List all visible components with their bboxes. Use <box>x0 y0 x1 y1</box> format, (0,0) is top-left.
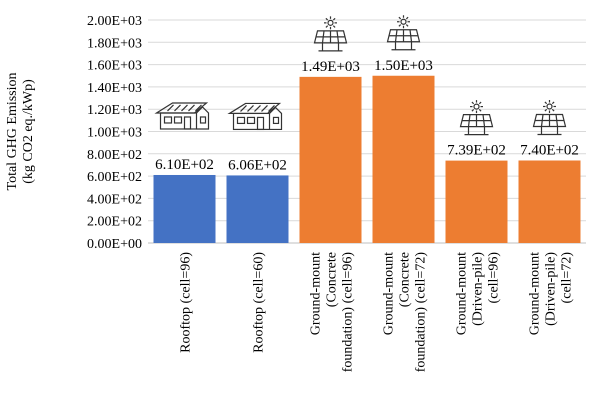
y-tick-label: 1.00E+03 <box>87 126 142 141</box>
y-axis-ticks: 0.00E+00 2.00E+02 4.00E+02 6.00E+02 8.00E+02… <box>87 14 142 252</box>
x-category-label-line: (cell=72) <box>560 252 575 304</box>
bar-value-label: 7.39E+02 <box>447 143 506 159</box>
x-category-label-line: foundation) (cell=96) <box>341 252 356 373</box>
solar-panel-icon <box>313 16 348 52</box>
bar-value-label: 7.40E+02 <box>520 142 579 158</box>
solar-panel-icon <box>532 99 567 136</box>
y-tick-label: 0.00E+00 <box>87 237 142 252</box>
x-category-label-line: (cell=96) <box>487 252 502 304</box>
bar <box>299 76 362 244</box>
x-category-label-line: Rooftop (cell=96) <box>179 252 194 353</box>
x-axis-category-labels: Rooftop (cell=96) Rooftop (cell=60) Ground… <box>179 252 575 373</box>
bar-value-label: 1.49E+03 <box>301 59 360 75</box>
solar-panel-icon <box>386 15 421 51</box>
y-axis-title-line: (kg CO2 eq./kWp) <box>21 79 36 184</box>
bar <box>445 160 508 243</box>
x-category-label-line: Ground-mount <box>382 252 397 335</box>
bar <box>372 75 435 243</box>
y-axis-title-line: Total GHG Emission <box>5 72 20 190</box>
y-tick-label: 2.00E+03 <box>87 14 142 29</box>
bar <box>226 175 289 243</box>
y-tick-label: 6.00E+02 <box>87 170 142 185</box>
bar-icons <box>154 15 567 136</box>
data-labels: 6.10E+02 6.06E+02 1.49E+03 1.50E+03 7.39E+02… <box>155 58 579 174</box>
bar-value-label: 6.06E+02 <box>228 157 287 173</box>
y-tick-label: 1.60E+03 <box>87 59 142 74</box>
house-icon <box>154 102 210 130</box>
house-icon <box>227 102 283 131</box>
y-tick-label: 1.20E+03 <box>87 103 142 118</box>
x-category-label-line: (Concrete <box>398 252 413 307</box>
bar <box>153 174 216 243</box>
y-tick-label: 2.00E+02 <box>87 215 142 230</box>
x-category-label-line: foundation) (cell=72) <box>414 252 429 373</box>
y-tick-label: 1.40E+03 <box>87 81 142 96</box>
x-category-label-line: (Driven-pile) <box>471 252 486 326</box>
y-axis-label: Total GHG Emission (kg CO2 eq./kWp) <box>5 72 36 190</box>
x-category-label-line: Ground-mount <box>528 252 543 335</box>
solar-panel-icon <box>459 100 494 136</box>
bar <box>518 160 581 243</box>
y-tick-label: 8.00E+02 <box>87 148 142 163</box>
x-category-label-line: Ground-mount <box>309 252 324 335</box>
x-category-label-line: (Concrete <box>325 252 340 307</box>
y-tick-label: 1.80E+03 <box>87 36 142 51</box>
bar-value-label: 6.10E+02 <box>155 157 214 173</box>
y-tick-label: 4.00E+02 <box>87 192 142 207</box>
x-category-label-line: (Driven-pile) <box>544 252 559 326</box>
x-category-label-line: Rooftop (cell=60) <box>252 252 267 353</box>
x-category-label-line: Ground-mount <box>455 252 470 335</box>
bar-value-label: 1.50E+03 <box>374 58 433 74</box>
gridlines <box>148 19 586 244</box>
bars <box>153 75 581 244</box>
